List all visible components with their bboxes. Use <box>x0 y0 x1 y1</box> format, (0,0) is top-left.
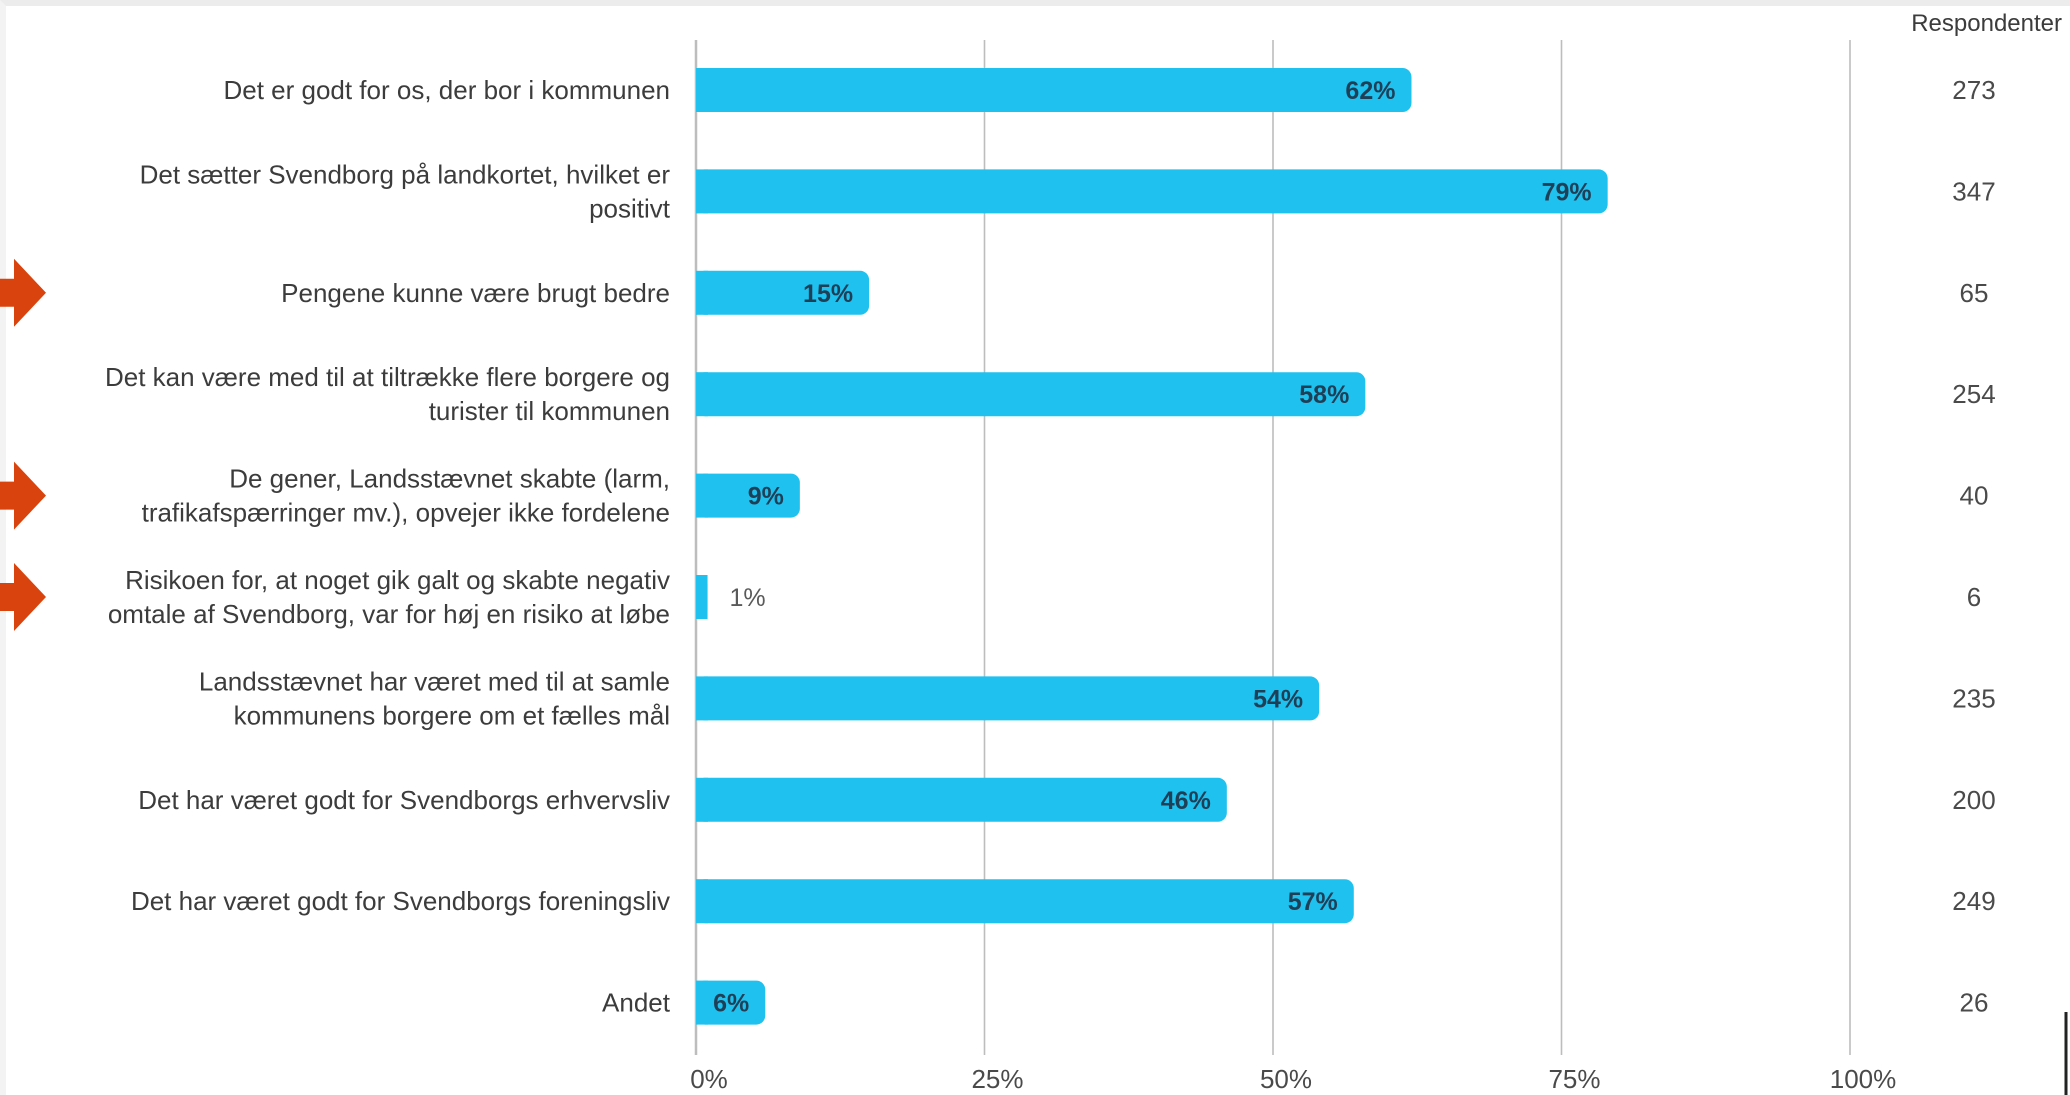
respondents-value: 273 <box>1952 75 1995 105</box>
highlight-arrow-icon <box>0 258 46 327</box>
x-tick-label: 25% <box>971 1064 1023 1094</box>
category-label: omtale af Svendborg, var for høj en risi… <box>108 599 670 629</box>
category-label: Pengene kunne være brugt bedre <box>281 278 670 308</box>
category-label: Det har været godt for Svendborgs erhver… <box>138 785 670 815</box>
highlight-arrow-icon <box>0 563 46 631</box>
respondents-value: 200 <box>1952 785 1995 815</box>
bar-left-edge <box>696 980 708 1025</box>
bar <box>696 372 1366 417</box>
bar <box>696 169 1608 214</box>
bar-value-label: 46% <box>1161 787 1211 815</box>
bar-left-edge <box>696 473 708 518</box>
bar <box>696 473 800 518</box>
bar-left-edge <box>696 575 708 619</box>
category-label: Det har været godt for Svendborgs foreni… <box>131 886 670 916</box>
x-tick-label: 50% <box>1260 1064 1312 1094</box>
category-label: Det kan være med til at tiltrække flere … <box>105 362 670 392</box>
x-tick-label: 0% <box>690 1064 728 1094</box>
category-label: Andet <box>602 988 671 1018</box>
category-label: Det er godt for os, der bor i kommunen <box>223 75 670 105</box>
bar <box>696 879 1354 924</box>
respondents-value: 6 <box>1967 582 1981 612</box>
respondents-header: Respondenter <box>1911 10 2062 37</box>
category-label: Det sætter Svendborg på landkortet, hvil… <box>140 159 671 189</box>
bar-left-edge <box>696 372 708 417</box>
bar-left-edge <box>696 169 708 214</box>
bar-value-label: 9% <box>748 483 784 511</box>
category-label: De gener, Landsstævnet skabte (larm, <box>229 464 670 494</box>
bar <box>696 68 1412 112</box>
bar-value-label: 1% <box>730 584 766 612</box>
bar-left-edge <box>696 68 708 112</box>
category-label: Risikoen for, at noget gik galt og skabt… <box>125 565 670 595</box>
category-label: Landsstævnet har været med til at samle <box>199 666 670 696</box>
x-tick-label: 100% <box>1830 1064 1897 1094</box>
bar-left-edge <box>696 777 708 822</box>
bar-value-label: 79% <box>1542 178 1592 206</box>
category-label: positivt <box>589 193 671 223</box>
category-label: turister til kommunen <box>429 396 670 426</box>
bar-value-label: 62% <box>1345 77 1395 105</box>
respondents-value: 235 <box>1952 683 1995 713</box>
bar <box>696 270 870 315</box>
respondents-value: 65 <box>1960 278 1989 308</box>
highlight-arrow-icon <box>0 461 46 530</box>
bar-left-edge <box>696 676 708 721</box>
respondents-value: 347 <box>1952 176 1995 206</box>
respondents-value: 40 <box>1960 481 1989 511</box>
bar-value-label: 6% <box>713 990 749 1018</box>
category-label: trafikafspærringer mv.), opvejer ikke fo… <box>142 498 670 528</box>
bar-value-label: 58% <box>1299 381 1349 409</box>
bar-left-edge <box>696 270 708 315</box>
respondents-value: 26 <box>1960 988 1989 1018</box>
respondents-value: 249 <box>1952 886 1995 916</box>
bar <box>696 777 1227 822</box>
category-label: kommunens borgere om et fælles mål <box>234 700 670 730</box>
bar-value-label: 57% <box>1288 888 1338 916</box>
bar-value-label: 15% <box>803 280 853 308</box>
x-tick-label: 75% <box>1548 1064 1600 1094</box>
bar-value-label: 54% <box>1253 685 1303 713</box>
bar <box>696 980 766 1025</box>
bar-left-edge <box>696 879 708 924</box>
bar <box>696 676 1320 721</box>
respondents-value: 254 <box>1952 379 1995 409</box>
